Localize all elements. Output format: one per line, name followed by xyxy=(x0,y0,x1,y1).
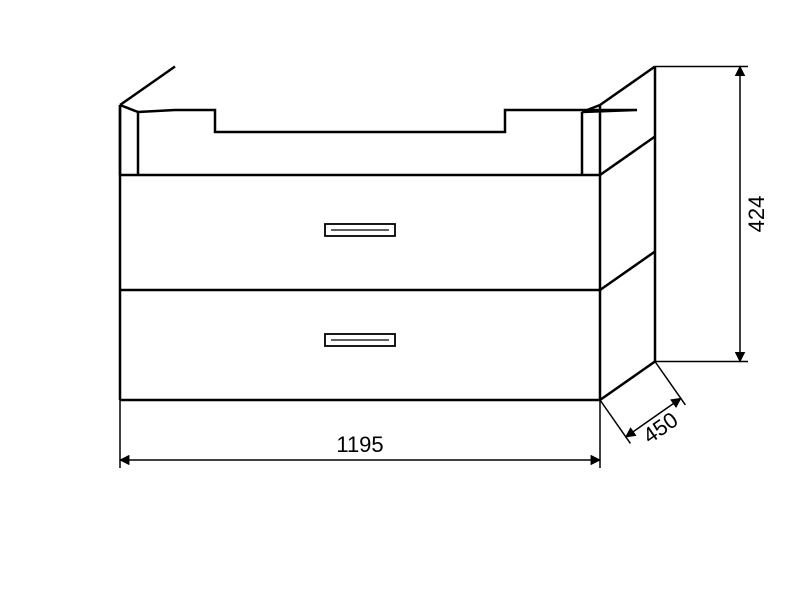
dim-height-label: 424 xyxy=(744,196,769,233)
left-back-oblique xyxy=(120,67,175,106)
right-back-oblique xyxy=(600,67,655,106)
dim-depth-label: 450 xyxy=(638,407,682,449)
technical-drawing: 1195 424 450 xyxy=(0,0,800,600)
right-depth-bottom xyxy=(600,362,655,401)
dim-width-label: 1195 xyxy=(336,432,383,457)
top-surface-profile xyxy=(138,110,637,132)
